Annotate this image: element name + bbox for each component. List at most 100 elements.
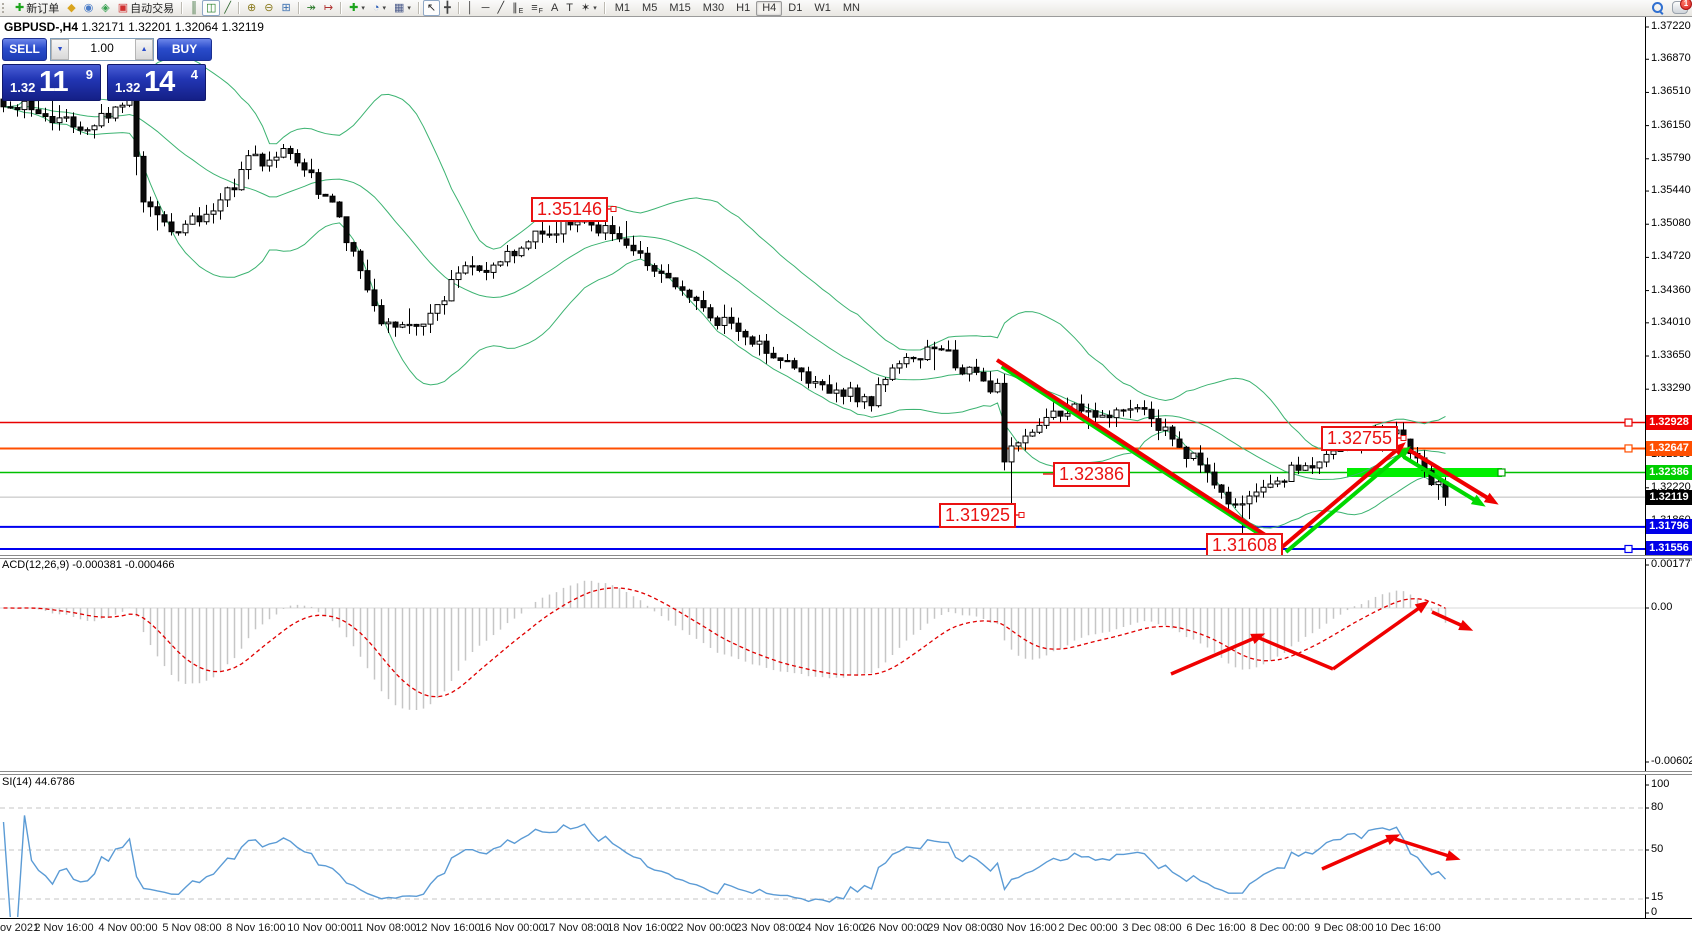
timeframe-button-w1[interactable]: W1 (814, 1, 831, 14)
price-badge-1.32386: 1.32386 (1646, 465, 1692, 480)
price-tick-label: 1.36150 (1651, 118, 1691, 131)
price-tick-label: 1.36870 (1651, 52, 1691, 65)
auto-scroll-icon: ↠ (306, 1, 316, 14)
time-axis-label: 11 Nov 08:00 (351, 922, 417, 934)
toolbar-separator (297, 2, 300, 14)
sell-price-panel[interactable]: 1.32 11 9 (2, 64, 101, 101)
rsi-panel-separator[interactable] (0, 771, 1692, 775)
bar-chart-icon: ║ (190, 1, 198, 14)
time-axis-label: 4 Nov 00:00 (98, 922, 158, 934)
toolbar-separator (340, 2, 343, 14)
vertical-line-button[interactable]: │ (463, 0, 478, 16)
sell-price-pips: 11 (39, 66, 69, 98)
toolbar-separator (417, 2, 420, 14)
trendline-button[interactable]: ╱ (493, 0, 508, 16)
macd-panel-separator[interactable] (0, 555, 1692, 559)
periods-button-caret[interactable]: ▾ (382, 5, 386, 12)
channel-button[interactable]: ∥ E (508, 0, 527, 16)
ohlc-values: 1.32171 1.32201 1.32064 1.32119 (81, 20, 264, 34)
timeframe-button-h4[interactable]: H4 (756, 0, 783, 16)
chart-shift-icon: ↦ (323, 1, 334, 14)
timeframe-button-m15[interactable]: M15 (669, 1, 691, 14)
indicators-button-caret[interactable]: ▾ (361, 5, 365, 12)
horizontal-line-button[interactable]: ─ (478, 0, 494, 16)
candlestick-chart-button[interactable]: ◫ (201, 0, 221, 16)
chat-icon[interactable]: 1 (1672, 0, 1692, 14)
cursor-button[interactable]: ↖ (422, 0, 441, 16)
price-badge-1.31796: 1.31796 (1646, 519, 1692, 535)
zoom-out-button[interactable]: ⊖ (260, 0, 277, 16)
buy-button[interactable]: BUY (157, 38, 212, 61)
line-chart-button[interactable]: ╱ (220, 0, 235, 16)
text-label-button[interactable]: T (562, 0, 577, 16)
arrows-button[interactable]: ✶ ▾ (577, 0, 601, 16)
zoom-in-button[interactable]: ⊕ (243, 0, 260, 16)
tile-windows-button[interactable]: ⊞ (277, 0, 294, 16)
signals-icon[interactable]: ◈ (97, 0, 113, 16)
sell-price-base: 1.32 (10, 80, 36, 95)
notification-badge: 1 (1680, 0, 1692, 10)
time-axis-label: 18 Nov 16:00 (607, 922, 673, 934)
profile-icon[interactable]: ◉ (80, 0, 98, 16)
text-button[interactable]: A (547, 0, 562, 16)
toolbar-right: 1 (1652, 0, 1692, 15)
toolbar-grip[interactable] (2, 3, 9, 13)
templates-button-caret[interactable]: ▾ (407, 5, 411, 12)
price-badge-1.32119: 1.32119 (1646, 489, 1692, 505)
bar-chart-button[interactable]: ║ (186, 0, 202, 16)
crosshair-button[interactable]: ╋ (440, 0, 455, 16)
price-annotation-1.32755[interactable]: 1.32755 (1321, 426, 1399, 451)
rsi-tick-label: 100 (1651, 778, 1670, 790)
time-axis-label: 8 Nov 16:00 (226, 922, 286, 934)
chart-title: GBPUSD-,H4 1.32171 1.32201 1.32064 1.321… (4, 20, 264, 34)
new-order-icon: ✚ (15, 1, 25, 14)
volume-value[interactable]: 1.00 (90, 41, 114, 55)
chart-shift-button[interactable]: ↦ (320, 0, 337, 16)
periods-button[interactable]: ◔ ▾ (369, 0, 390, 16)
auto-scroll-button[interactable]: ↠ (303, 0, 320, 16)
price-annotation-1.32386[interactable]: 1.32386 (1053, 462, 1131, 487)
macd-tick-label: 0.00 (1651, 601, 1673, 613)
autotrading-button[interactable]: ▣ 自动交易 (114, 0, 178, 16)
timeframe-button-mn[interactable]: MN (842, 1, 860, 14)
price-annotation-1.35146[interactable]: 1.35146 (531, 197, 609, 222)
timeframe-button-m30[interactable]: M30 (702, 1, 725, 14)
time-axis-label: 29 Nov 08:00 (927, 922, 993, 934)
toolbar-separator (457, 2, 460, 14)
buy-price-pips: 14 (144, 66, 175, 98)
volume-decrease-button[interactable]: ▼ (51, 39, 70, 60)
one-click-trading-panel: SELL ▼ 1.00 ▲ BUY 1.32 11 9 1.32 14 4 (2, 38, 212, 101)
buy-price-panel[interactable]: 1.32 14 4 (107, 64, 206, 101)
indicators-button[interactable]: ✚ ▾ (345, 0, 369, 16)
timeframe-button-m5[interactable]: M5 (642, 1, 658, 14)
profile-icon-icon: ◉ (83, 1, 94, 14)
price-annotation-1.31608[interactable]: 1.31608 (1206, 533, 1284, 558)
volume-increase-button[interactable]: ▲ (135, 39, 154, 60)
new-order-button[interactable]: ✚ 新订单 (11, 0, 63, 16)
price-tick-label: 1.35440 (1651, 184, 1691, 197)
candlestick-chart-icon: ◫ (205, 1, 217, 14)
time-axis-label: 3 Dec 08:00 (1122, 922, 1182, 934)
rsi-tick-label: 0 (1651, 906, 1658, 918)
arrows-button-caret[interactable]: ▾ (593, 5, 597, 12)
price-annotation-1.31925[interactable]: 1.31925 (939, 503, 1017, 528)
time-axis-label: 10 Nov 00:00 (287, 922, 353, 934)
search-icon[interactable] (1652, 1, 1664, 15)
templates-button[interactable]: ▦ ▾ (390, 0, 415, 16)
market-watch-icon[interactable]: ◆ (63, 0, 79, 16)
fibonacci-button-sub: F (538, 8, 543, 15)
buy-price-base: 1.32 (115, 80, 141, 95)
volume-stepper[interactable]: ▼ 1.00 ▲ (50, 38, 155, 61)
fibonacci-button[interactable]: ≡ F (527, 0, 547, 16)
timeframe-button-h1[interactable]: H1 (736, 1, 751, 14)
channel-button-sub: E (518, 8, 524, 15)
timeframe-button-d1[interactable]: D1 (788, 1, 803, 14)
rsi-indicator-label: SI(14) 44.6786 (2, 776, 75, 788)
timeframe-button-m1[interactable]: M1 (614, 1, 631, 14)
zoom-out-icon: ⊖ (264, 1, 274, 14)
buy-price-point: 4 (190, 67, 198, 82)
time-axis-label: ov 2021 (0, 922, 40, 934)
sell-button[interactable]: SELL (2, 38, 48, 61)
